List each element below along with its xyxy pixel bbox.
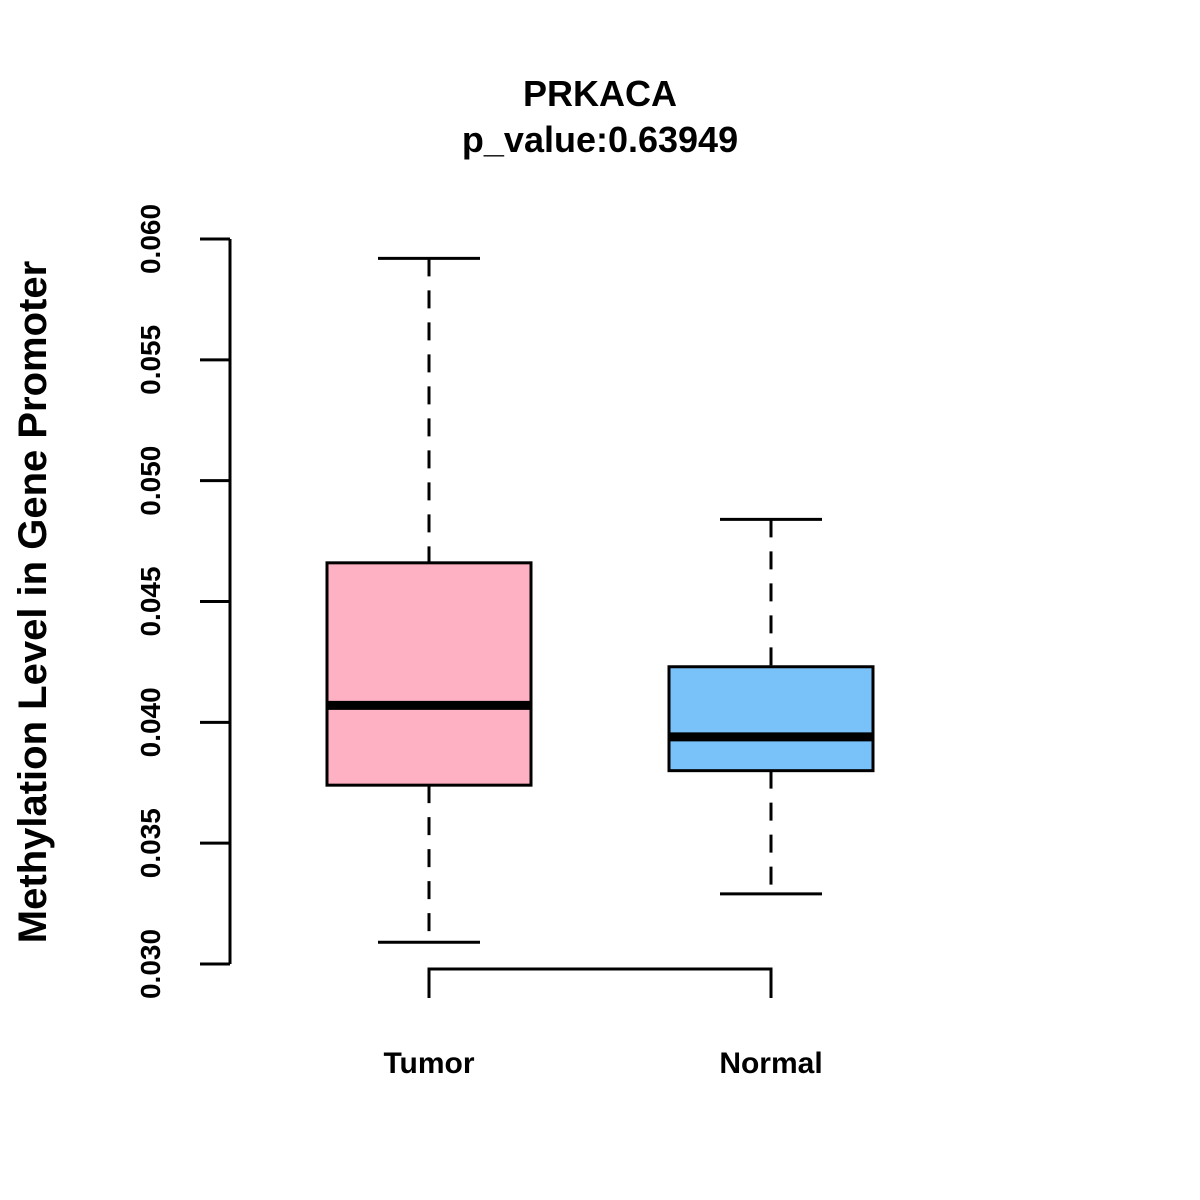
y-tick-label-4: 0.050 bbox=[135, 446, 166, 516]
y-axis: 0.030 0.035 0.040 0.045 0.050 0.055 0.060 bbox=[135, 204, 232, 999]
x-axis-labels: Tumor Normal bbox=[383, 1047, 822, 1080]
comparison-bracket bbox=[427, 967, 773, 998]
y-tick-label-0: 0.030 bbox=[135, 929, 166, 999]
chart-title: PRKACA bbox=[523, 73, 677, 114]
x-label-tumor: Tumor bbox=[383, 1047, 474, 1080]
y-tick-label-2: 0.040 bbox=[135, 687, 166, 757]
y-axis-label: Methylation Level in Gene Promoter bbox=[11, 261, 55, 943]
box-normal bbox=[667, 517, 875, 896]
boxes-group bbox=[325, 256, 875, 944]
iqr-box-normal bbox=[667, 665, 875, 773]
y-tick-label-6: 0.060 bbox=[135, 204, 166, 274]
x-label-normal: Normal bbox=[719, 1047, 822, 1080]
box-tumor bbox=[325, 256, 533, 944]
y-tick-label-1: 0.035 bbox=[135, 808, 166, 878]
iqr-box-tumor bbox=[325, 561, 533, 787]
chart-subtitle: p_value:0.63949 bbox=[462, 119, 738, 160]
y-tick-label-5: 0.055 bbox=[135, 325, 166, 395]
y-tick-label-3: 0.045 bbox=[135, 566, 166, 636]
bracket-line bbox=[427, 967, 773, 998]
